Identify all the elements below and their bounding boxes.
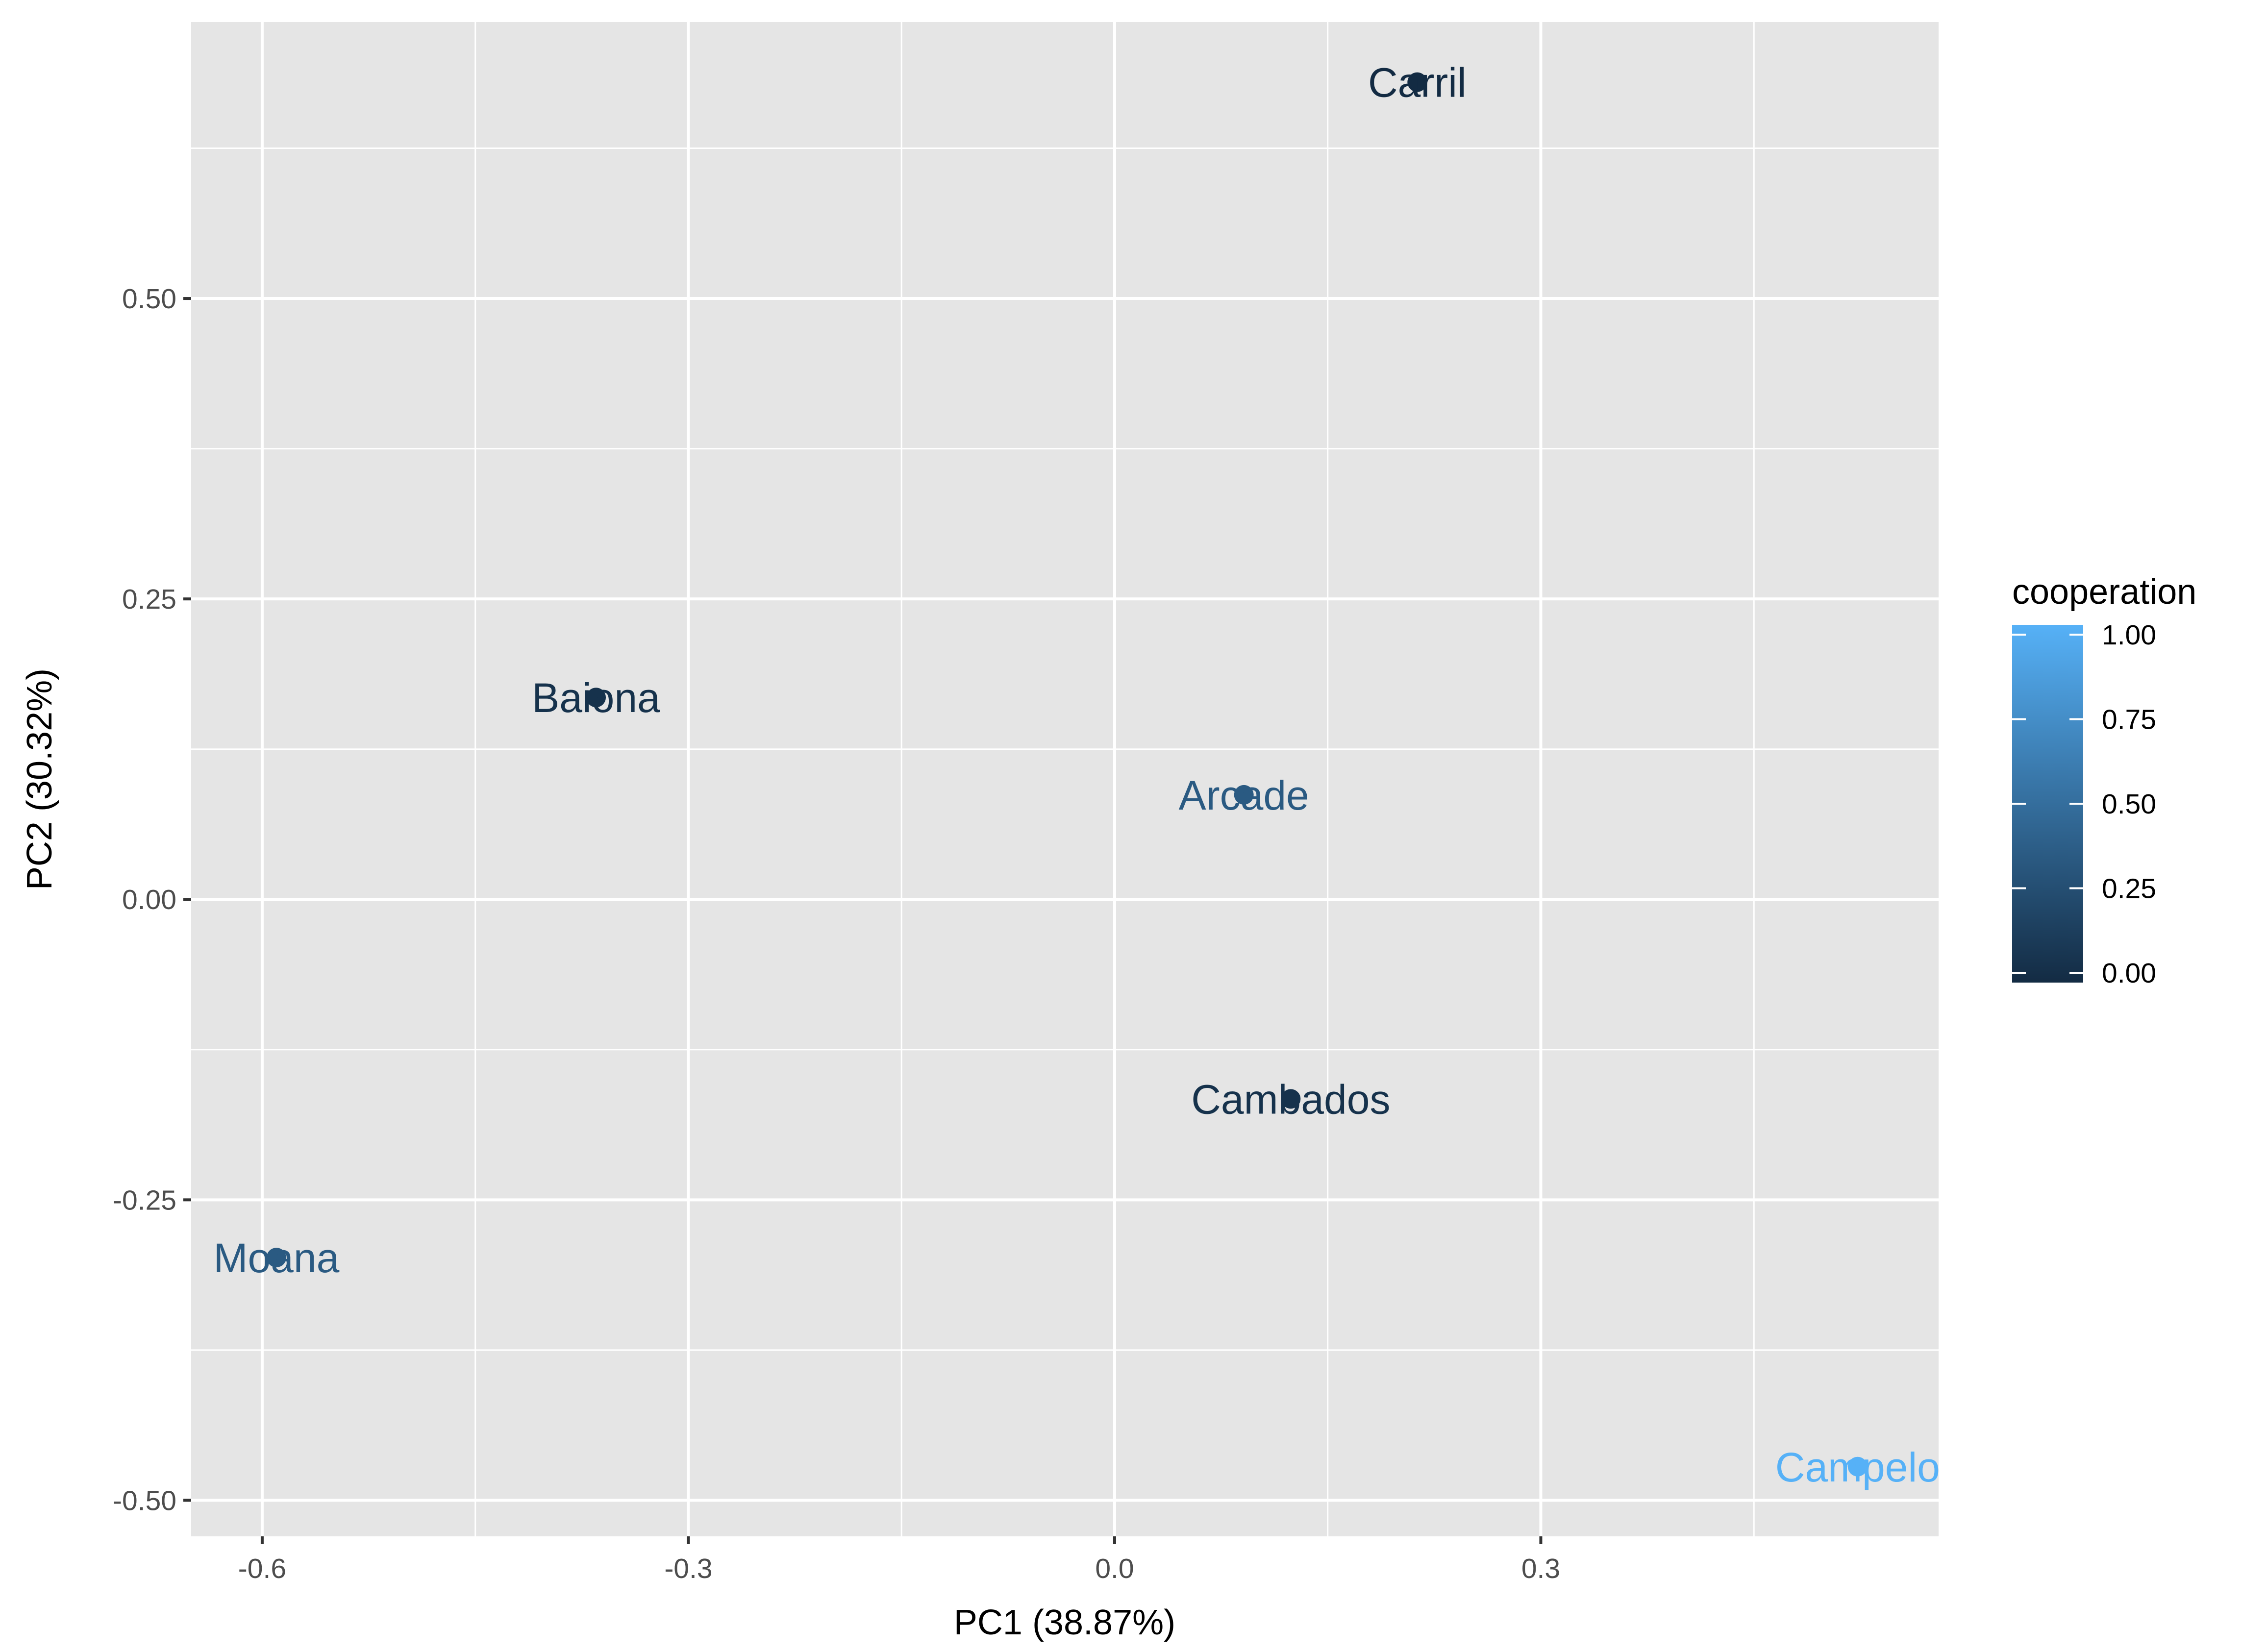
data-point	[1281, 1089, 1301, 1109]
y-axis: 0.50 0.25 0.00 -0.25 -0.50	[113, 283, 191, 1516]
x-axis: -0.6 -0.3 0.0 0.3	[238, 1536, 1560, 1584]
x-tick-label: 0.3	[1521, 1553, 1560, 1584]
point-label: Baiona	[532, 675, 660, 721]
data-points: Carril Baiona Arcade Cambados Moana Campelo	[213, 60, 1940, 1490]
x-tick-label: -0.6	[238, 1553, 286, 1584]
legend-title: cooperation	[2012, 572, 2196, 612]
colorbar-tick-label: 0.75	[2102, 704, 2156, 736]
data-point	[266, 1248, 286, 1268]
point-label: Arcade	[1179, 772, 1309, 818]
y-tick-label: 0.50	[122, 283, 176, 315]
data-point	[1234, 785, 1254, 805]
colorbar-tick-label: 0.00	[2102, 958, 2156, 989]
y-tick-label: 0.00	[122, 884, 176, 915]
grid-lines	[191, 22, 1939, 1536]
x-axis-title: PC1 (38.87%)	[954, 1603, 1175, 1642]
colorbar-tick-label: 0.50	[2102, 789, 2156, 820]
colorbar-tick-label: 1.00	[2102, 619, 2156, 651]
colorbar-tick-label: 0.25	[2102, 873, 2156, 905]
x-tick-label: 0.0	[1095, 1553, 1134, 1584]
data-point	[1847, 1456, 1868, 1477]
point-label: Carril	[1368, 60, 1467, 106]
point-label: Cambados	[1191, 1076, 1390, 1122]
point-label: Moana	[213, 1235, 339, 1281]
data-point	[586, 688, 606, 708]
y-tick-label: -0.25	[113, 1184, 176, 1216]
plot-panel	[191, 22, 1939, 1536]
y-axis-title: PC2 (30.32%)	[20, 668, 59, 890]
y-tick-label: 0.25	[122, 584, 176, 615]
colorbar-ticks: 1.00 0.75 0.50 0.25 0.00	[2012, 619, 2156, 989]
x-tick-label: -0.3	[664, 1553, 712, 1584]
y-tick-label: -0.50	[113, 1485, 176, 1516]
legend: cooperation 1.00 0.75 0.50 0.25 0.00	[2012, 572, 2196, 989]
data-point	[1407, 72, 1427, 92]
point-label: Campelo	[1775, 1444, 1940, 1490]
